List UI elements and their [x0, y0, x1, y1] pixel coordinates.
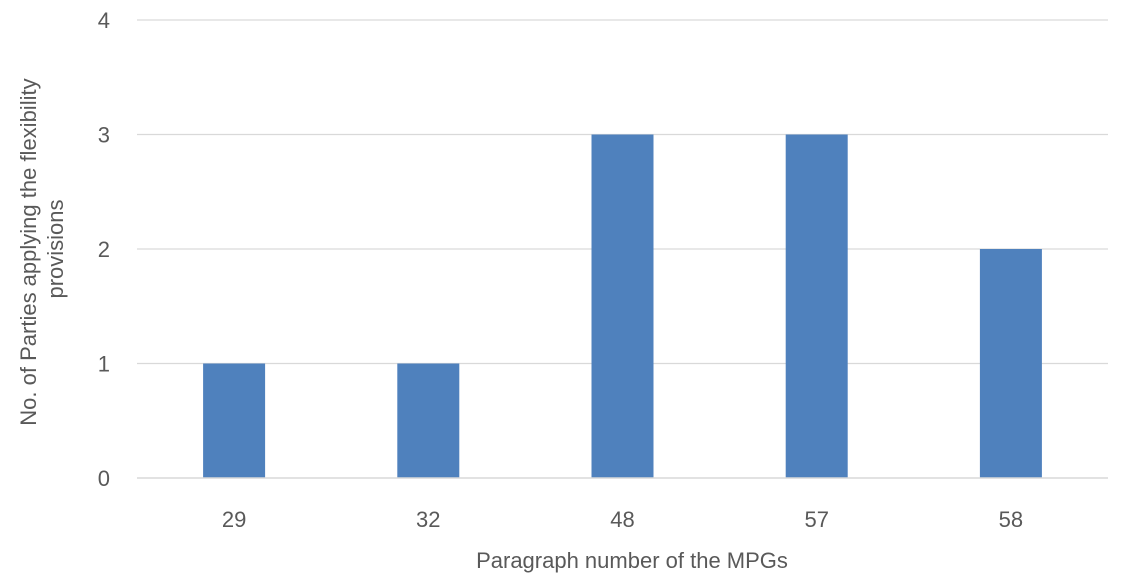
x-tick-label: 32 [416, 507, 440, 532]
x-tick-label: 57 [804, 507, 828, 532]
y-tick-label: 1 [98, 352, 110, 377]
x-tick-label: 48 [610, 507, 634, 532]
y-tick-label: 0 [98, 466, 110, 491]
bar-48 [591, 134, 654, 478]
x-axis-title: Paragraph number of the MPGs [476, 548, 788, 573]
y-axis-title-line-2: provisions [43, 199, 68, 298]
y-tick-label: 4 [98, 8, 110, 33]
bar-29 [203, 363, 266, 478]
x-tick-labels: 29 32 48 57 58 [222, 507, 1023, 532]
y-axis-title: No. of Parties applying the flexibility … [16, 72, 68, 425]
y-axis-title-line-1: No. of Parties applying the flexibility [16, 78, 41, 425]
x-tick-label: 29 [222, 507, 246, 532]
bar-58 [979, 249, 1042, 478]
bars [203, 134, 1042, 478]
y-tick-label: 2 [98, 237, 110, 262]
y-tick-label: 3 [98, 123, 110, 148]
y-tick-labels: 0 1 2 3 4 [98, 8, 110, 491]
bar-32 [397, 363, 460, 478]
x-tick-label: 58 [999, 507, 1023, 532]
bar-57 [785, 134, 848, 478]
